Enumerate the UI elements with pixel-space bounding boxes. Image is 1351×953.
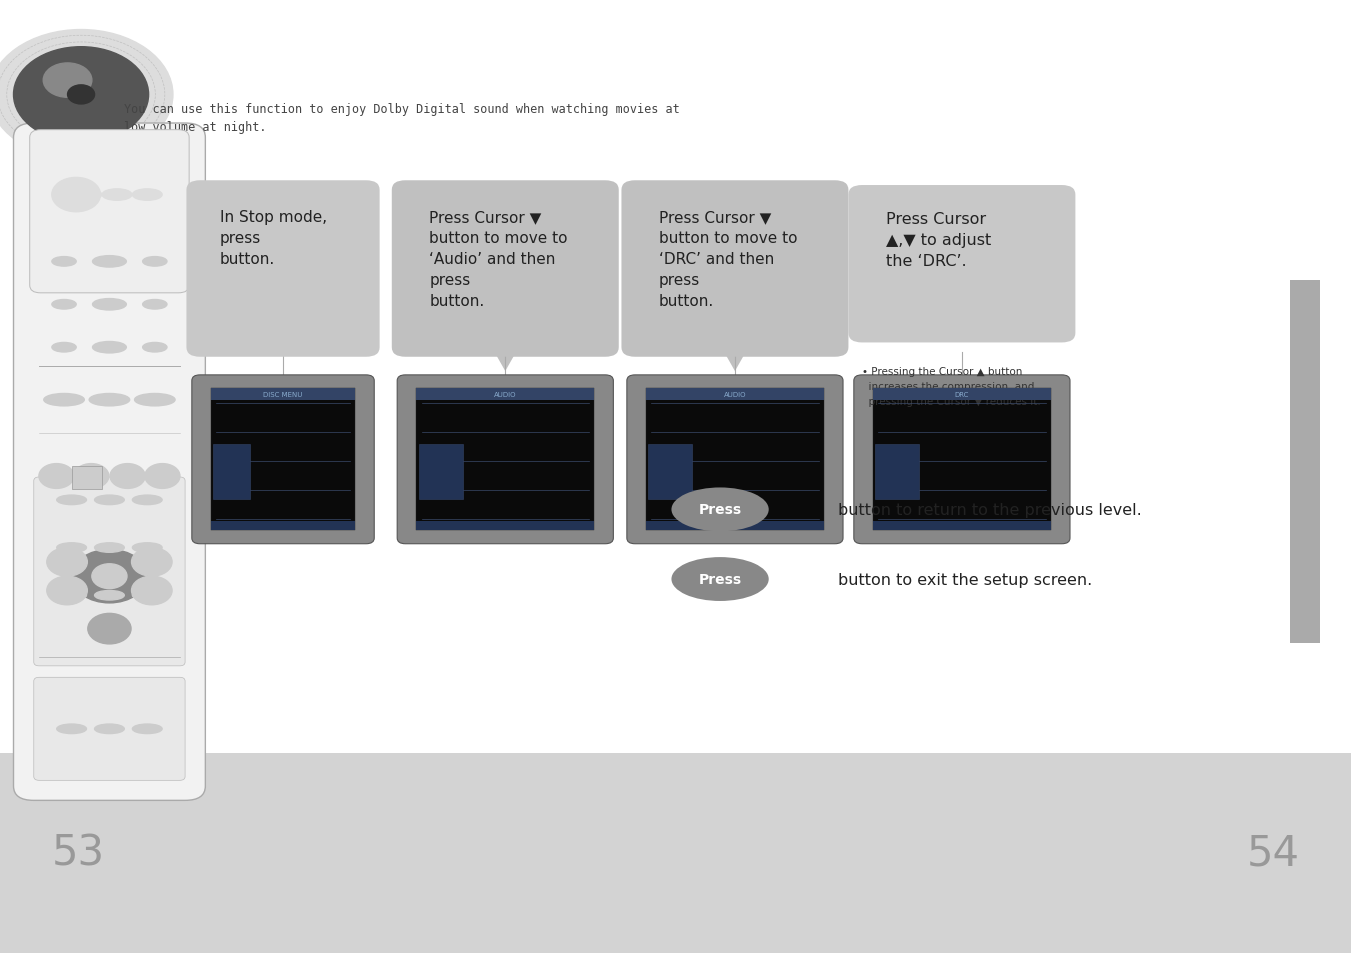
FancyBboxPatch shape: [213, 444, 250, 499]
Circle shape: [109, 464, 145, 489]
FancyBboxPatch shape: [72, 467, 101, 490]
Circle shape: [131, 548, 172, 577]
Circle shape: [47, 577, 88, 605]
Text: • Pressing the Cursor ▲ button
  increases the compression, and
  pressing the C: • Pressing the Cursor ▲ button increases…: [862, 367, 1040, 407]
Ellipse shape: [43, 395, 84, 407]
Text: DISC MENU: DISC MENU: [263, 392, 303, 397]
Ellipse shape: [89, 395, 130, 407]
Text: 53: 53: [51, 832, 104, 874]
Text: AUDIO: AUDIO: [494, 392, 516, 397]
Text: Press Cursor ▼
button to move to
‘DRC’ and then
press
button.: Press Cursor ▼ button to move to ‘DRC’ a…: [659, 210, 797, 309]
Circle shape: [74, 464, 109, 489]
Text: DRC: DRC: [955, 392, 969, 397]
FancyBboxPatch shape: [14, 124, 205, 801]
Text: button to exit the setup screen.: button to exit the setup screen.: [838, 572, 1092, 587]
FancyBboxPatch shape: [627, 375, 843, 544]
Text: button to return to the previous level.: button to return to the previous level.: [838, 502, 1142, 517]
Circle shape: [145, 464, 180, 489]
FancyBboxPatch shape: [646, 389, 824, 531]
Text: 54: 54: [1247, 832, 1300, 874]
FancyBboxPatch shape: [1290, 281, 1320, 643]
FancyBboxPatch shape: [648, 444, 693, 499]
Circle shape: [14, 48, 149, 143]
FancyBboxPatch shape: [875, 444, 920, 499]
Ellipse shape: [132, 591, 162, 600]
Ellipse shape: [92, 342, 127, 354]
FancyBboxPatch shape: [397, 375, 613, 544]
Polygon shape: [721, 348, 748, 372]
Ellipse shape: [132, 190, 162, 201]
FancyBboxPatch shape: [392, 181, 619, 357]
FancyBboxPatch shape: [646, 389, 824, 400]
Ellipse shape: [132, 496, 162, 505]
Ellipse shape: [72, 190, 101, 201]
Text: Press: Press: [698, 503, 742, 517]
Ellipse shape: [143, 300, 168, 310]
Ellipse shape: [92, 256, 127, 268]
Circle shape: [68, 86, 95, 105]
Ellipse shape: [51, 300, 76, 310]
Ellipse shape: [95, 543, 124, 553]
FancyBboxPatch shape: [621, 181, 848, 357]
FancyBboxPatch shape: [416, 389, 594, 400]
Ellipse shape: [92, 299, 127, 311]
Circle shape: [131, 577, 172, 605]
FancyBboxPatch shape: [211, 389, 355, 531]
Text: You can use this function to enjoy Dolby Digital sound when watching movies at
l: You can use this function to enjoy Dolby…: [124, 103, 680, 133]
FancyBboxPatch shape: [848, 186, 1075, 343]
FancyBboxPatch shape: [0, 753, 1351, 953]
Ellipse shape: [132, 724, 162, 734]
Text: Press Cursor
▲,▼ to adjust
the ‘DRC’.: Press Cursor ▲,▼ to adjust the ‘DRC’.: [886, 212, 992, 269]
Ellipse shape: [671, 488, 769, 532]
Ellipse shape: [135, 395, 176, 407]
Text: Press: Press: [698, 573, 742, 586]
Ellipse shape: [57, 496, 86, 505]
Ellipse shape: [57, 543, 86, 553]
Ellipse shape: [143, 343, 168, 353]
FancyBboxPatch shape: [416, 389, 594, 531]
Ellipse shape: [57, 591, 86, 600]
Circle shape: [88, 614, 131, 644]
Text: AUDIO: AUDIO: [724, 392, 746, 397]
Ellipse shape: [57, 724, 86, 734]
Circle shape: [43, 64, 92, 98]
FancyBboxPatch shape: [646, 521, 824, 531]
FancyBboxPatch shape: [854, 375, 1070, 544]
Circle shape: [72, 550, 147, 603]
Text: Press Cursor ▼
button to move to
‘Audio’ and then
press
button.: Press Cursor ▼ button to move to ‘Audio’…: [430, 210, 567, 309]
FancyBboxPatch shape: [873, 521, 1051, 531]
Ellipse shape: [51, 257, 76, 267]
FancyBboxPatch shape: [186, 181, 380, 357]
FancyBboxPatch shape: [873, 389, 1051, 400]
Ellipse shape: [671, 558, 769, 601]
FancyBboxPatch shape: [419, 444, 463, 499]
Ellipse shape: [95, 496, 124, 505]
Ellipse shape: [103, 190, 132, 201]
Circle shape: [51, 178, 100, 213]
FancyBboxPatch shape: [34, 477, 185, 666]
FancyBboxPatch shape: [873, 389, 1051, 531]
Circle shape: [39, 464, 74, 489]
Polygon shape: [492, 348, 519, 372]
Ellipse shape: [95, 591, 124, 600]
Ellipse shape: [143, 257, 168, 267]
Ellipse shape: [51, 343, 76, 353]
FancyBboxPatch shape: [30, 131, 189, 294]
Circle shape: [92, 564, 127, 589]
FancyBboxPatch shape: [192, 375, 374, 544]
Circle shape: [0, 30, 173, 160]
FancyBboxPatch shape: [211, 389, 355, 400]
FancyBboxPatch shape: [34, 678, 185, 781]
FancyBboxPatch shape: [416, 521, 594, 531]
FancyBboxPatch shape: [211, 521, 355, 531]
Ellipse shape: [132, 543, 162, 553]
Text: In Stop mode,
press
button.: In Stop mode, press button.: [220, 210, 327, 267]
Circle shape: [47, 548, 88, 577]
Ellipse shape: [95, 724, 124, 734]
